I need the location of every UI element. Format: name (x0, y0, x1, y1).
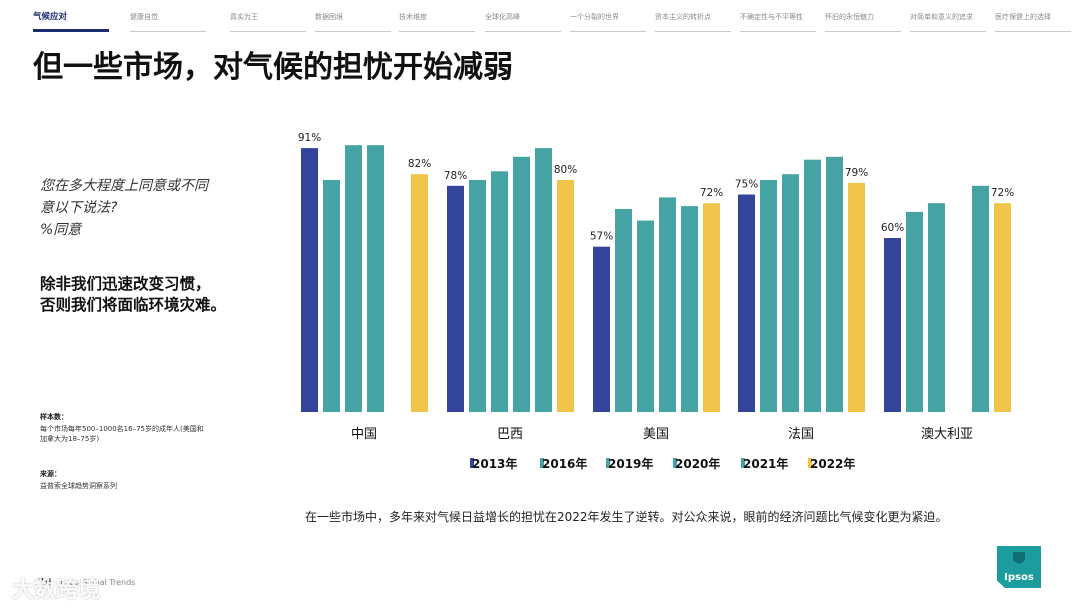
category-label: 澳大利亚 (921, 426, 973, 442)
bar-法国-2013年 (738, 194, 755, 412)
data-label: 91% (298, 132, 321, 144)
bar-法国-2021年 (826, 156, 843, 412)
nav-tab-capitalism[interactable]: 资本主义的转折点 (655, 8, 731, 32)
sample-label: 样本数： (40, 413, 68, 421)
bar-法国-2020年 (804, 159, 821, 412)
legend-label: 2022年 (810, 456, 855, 471)
legend-swatch (808, 458, 812, 468)
top-navigation: 气候应对 健康自觉 真实为王 数据困境 技术维度 全球化高峰 一个分裂的世界 资… (33, 8, 1071, 32)
bar-澳大利亚-2019年 (928, 203, 945, 412)
bar-美国-2013年 (593, 246, 610, 412)
nav-tab-climate[interactable]: 气候应对 (33, 8, 109, 32)
survey-question: 您在多大程度上同意或不同 意以下说法? %同意 (40, 175, 230, 241)
data-label: 60% (881, 222, 904, 234)
data-label: 72% (700, 187, 723, 199)
source-text: 益普索全球趋势洞察系列 (40, 482, 117, 490)
statement-line: 否则我们将面临环境灾难。 (40, 296, 227, 314)
nav-tab-divided-world[interactable]: 一个分裂的世界 (570, 8, 646, 32)
question-line: 意以下说法? (40, 200, 118, 216)
nav-tab-health[interactable]: 健康自觉 (130, 8, 206, 32)
bar-中国-2019年 (345, 145, 362, 412)
bar-美国-2020年 (659, 197, 676, 412)
bar-巴西-2021年 (535, 148, 552, 412)
category-label: 中国 (351, 427, 377, 442)
bar-美国-2022年 (703, 203, 720, 412)
ipsos-logo: Ipsos (997, 546, 1041, 588)
survey-statement: 除非我们迅速改变习惯， 否则我们将面临环境灾难。 (40, 274, 270, 316)
bar-中国-2020年 (367, 145, 384, 412)
legend-swatch (673, 458, 677, 468)
bar-美国-2016年 (615, 209, 632, 412)
data-label: 79% (845, 167, 868, 179)
bar-巴西-2016年 (469, 180, 486, 412)
data-label: 78% (444, 170, 467, 182)
legend-label: 2013年 (472, 456, 517, 471)
data-label: 72% (991, 187, 1014, 199)
watermark: 大数跨境 (12, 578, 101, 603)
legend-label: 2019年 (608, 456, 653, 471)
bar-澳大利亚-2021年 (972, 185, 989, 412)
category-label: 巴西 (497, 427, 523, 442)
legend-label: 2020年 (675, 456, 720, 471)
nav-tab-healthcare[interactable]: 医疗保健上的选择 (995, 8, 1071, 32)
data-label: 75% (735, 179, 758, 191)
bar-澳大利亚-2022年 (994, 203, 1011, 412)
bar-澳大利亚-2016年 (906, 211, 923, 412)
sample-text: 每个市场每年500–1000名16–75岁的成年人(美国和 加拿大为18–75岁… (40, 424, 230, 444)
nav-tab-authenticity[interactable]: 真实为王 (230, 8, 306, 32)
sample-line: 加拿大为18–75岁) (40, 435, 100, 443)
bar-巴西-2013年 (447, 185, 464, 412)
legend-swatch (540, 458, 544, 468)
page-number: 24 (38, 577, 52, 588)
bar-中国-2013年 (301, 148, 318, 412)
bar-法国-2019年 (782, 174, 799, 412)
bar-巴西-2019年 (491, 171, 508, 412)
statement-line: 除非我们迅速改变习惯， (40, 275, 211, 293)
page-title: 但一些市场，对气候的担忧开始减弱 (33, 50, 513, 85)
bar-中国-2022年 (411, 174, 428, 412)
bar-巴西-2020年 (513, 156, 530, 412)
data-label: 82% (408, 158, 431, 170)
footer-text: Ipsos Global Trends (58, 578, 136, 587)
nav-tab-globalization[interactable]: 全球化高峰 (485, 8, 561, 32)
question-line: 您在多大程度上同意或不同 (40, 178, 208, 194)
data-label: 80% (554, 164, 577, 176)
legend-swatch (606, 458, 610, 468)
legend-swatch (741, 458, 745, 468)
legend-swatch (470, 458, 474, 468)
data-label: 57% (590, 231, 613, 243)
bar-澳大利亚-2013年 (884, 238, 901, 412)
ipsos-logo-icon (1013, 552, 1025, 564)
question-line: %同意 (40, 222, 82, 238)
nav-tab-simplicity[interactable]: 对简单和意义的追求 (910, 8, 986, 32)
logo-text: Ipsos (1004, 572, 1034, 583)
nav-tab-tech[interactable]: 技术维度 (399, 8, 475, 32)
bar-巴西-2022年 (557, 180, 574, 412)
legend-label: 2016年 (542, 456, 587, 471)
nav-tab-uncertainty[interactable]: 不确定性与不平等性 (740, 8, 816, 32)
bar-中国-2016年 (323, 180, 340, 412)
nav-tab-data[interactable]: 数据困境 (315, 8, 391, 32)
sample-line: 每个市场每年500–1000名16–75岁的成年人(美国和 (40, 425, 204, 433)
source-label: 来源： (40, 470, 61, 478)
bar-法国-2022年 (848, 182, 865, 412)
chart-caption: 在一些市场中，多年来对气候日益增长的担忧在2022年发生了逆转。对公众来说，眼前… (305, 510, 948, 524)
bar-美国-2021年 (681, 206, 698, 412)
bar-法国-2016年 (760, 180, 777, 412)
legend-label: 2021年 (743, 456, 788, 471)
category-label: 美国 (643, 427, 669, 442)
bar-美国-2019年 (637, 220, 654, 412)
category-label: 法国 (788, 427, 814, 442)
nav-tab-nostalgia[interactable]: 怀旧的永恒魅力 (825, 8, 901, 32)
